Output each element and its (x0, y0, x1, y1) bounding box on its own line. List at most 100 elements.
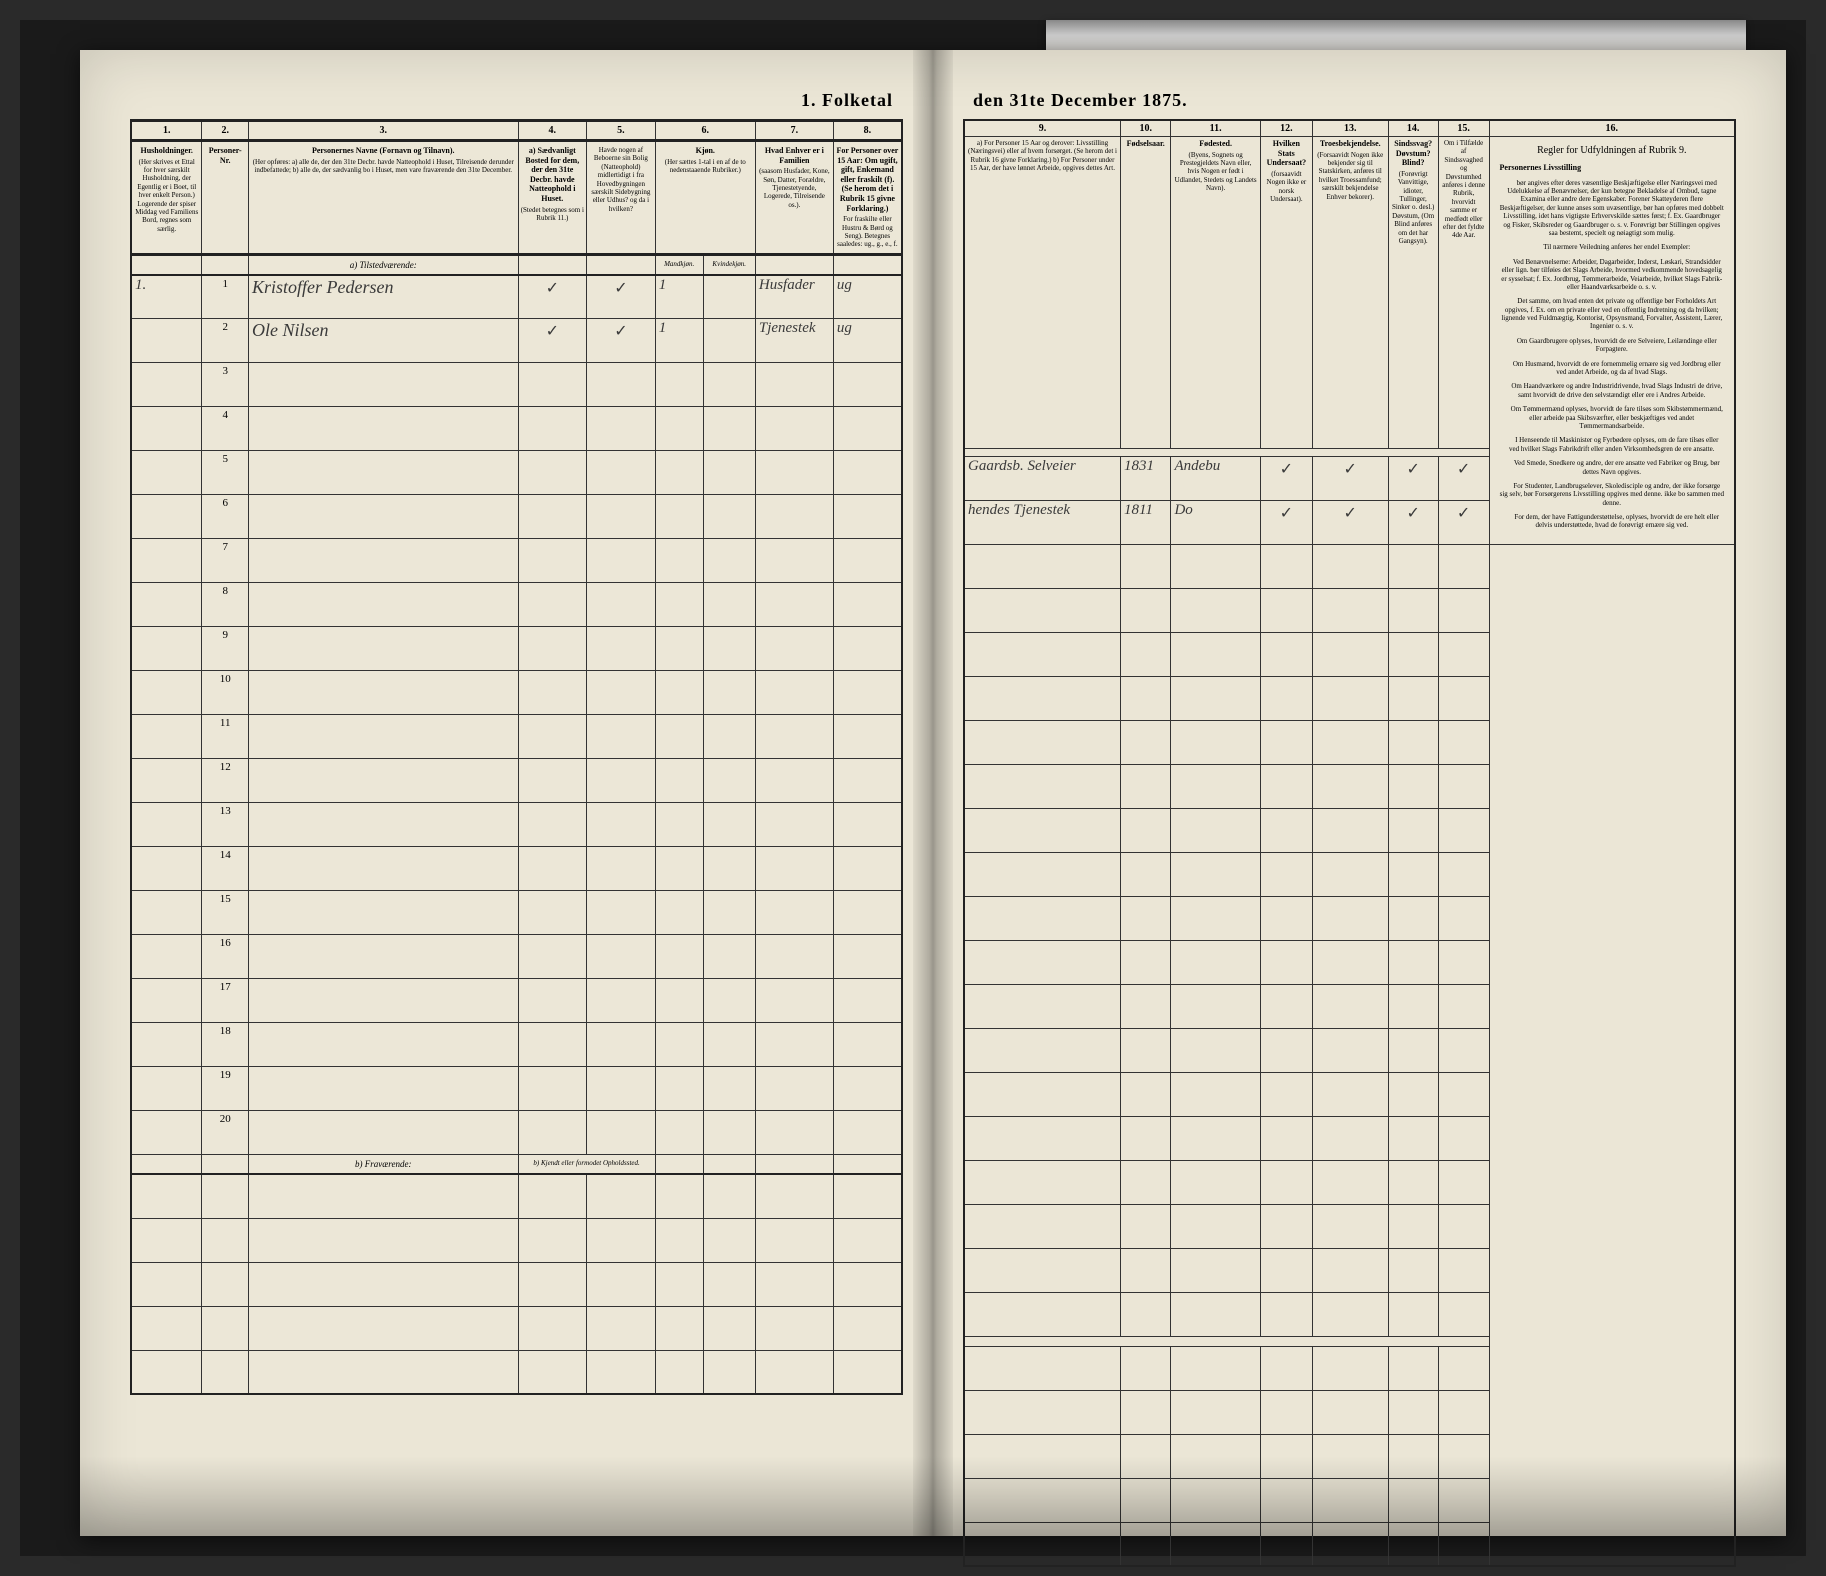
colnum-10: 10. (1120, 120, 1170, 137)
table-row: 10 (131, 671, 902, 715)
row-number: 17 (202, 979, 249, 1023)
header-2: Personer-Nr. (202, 141, 249, 255)
colnum-15: 15. (1438, 120, 1489, 137)
instruction-paragraph: I Henseende til Maskinister og Fyrbødere… (1500, 436, 1724, 453)
row-number: 15 (202, 891, 249, 935)
table-row (964, 1522, 1735, 1566)
right-ledger-table: 9. 10. 11. 12. 13. 14. 15. 16. a) For Pe… (963, 119, 1736, 1567)
cell-sex-f (703, 275, 755, 319)
table-row (964, 1390, 1735, 1434)
table-row: 8 (131, 583, 902, 627)
cell-c4: ✓ (518, 275, 587, 319)
header-6: Kjøn.(Her sættes 1-tal i en af de to ned… (655, 141, 755, 255)
colnum-9: 9. (964, 120, 1120, 137)
header-11: Fødested.(Byens, Sognets og Prestegjelde… (1171, 137, 1260, 449)
table-row: 6 (131, 495, 902, 539)
table-row (964, 1434, 1735, 1478)
table-row: 15 (131, 891, 902, 935)
cell-occupation: hendes Tjenestek (964, 500, 1120, 544)
row-number: 5 (202, 451, 249, 495)
colnum-8: 8. (833, 121, 902, 141)
instruction-paragraph: Ved Smede, Snedkere og andre, der ere an… (1500, 459, 1724, 476)
row-number: 18 (202, 1023, 249, 1067)
table-row: 18 (131, 1023, 902, 1067)
row-number: 16 (202, 935, 249, 979)
table-row (964, 1072, 1735, 1116)
colnum-5: 5. (587, 121, 656, 141)
page-title-left: 1. Folketal (130, 90, 903, 111)
cell-c15: ✓ (1438, 500, 1489, 544)
cell-name: Kristoffer Pedersen (249, 275, 519, 319)
header-row-right: a) For Personer 15 Aar og derover: Livss… (964, 137, 1735, 449)
table-row: 3 (131, 363, 902, 407)
scan-frame: 1. Folketal 1. 2. 3. 4. 5. 6. 7. 8. Hush… (20, 20, 1806, 1556)
table-row (964, 1478, 1735, 1522)
cell-household: 1. (131, 275, 202, 319)
table-row (964, 1204, 1735, 1248)
subsection-b-note: b) Kjendt eller formodet Opholdssted. (518, 1155, 655, 1175)
row-number: 8 (202, 583, 249, 627)
table-row (964, 588, 1735, 632)
table-row (131, 1262, 902, 1306)
colnum-13: 13. (1312, 120, 1388, 137)
table-row (131, 1174, 902, 1218)
colnum-3: 3. (249, 121, 519, 141)
table-row: 4 (131, 407, 902, 451)
cell-c5: ✓ (587, 275, 656, 319)
colnum-12: 12. (1260, 120, 1312, 137)
page-shadow (80, 1456, 933, 1536)
instruction-paragraph: For dem, der have Fattigunderstøttelse, … (1500, 513, 1724, 530)
table-row (964, 676, 1735, 720)
table-row: 16 (131, 935, 902, 979)
instruction-paragraph: Ved Benævnelserne: Arbeider, Dagarbeider… (1500, 258, 1724, 292)
table-row (131, 1306, 902, 1350)
table-row: 13 (131, 803, 902, 847)
subsection-a-label: a) Tilstedværende: (249, 254, 519, 275)
header-9: a) For Personer 15 Aar og derover: Livss… (964, 137, 1120, 449)
instruction-paragraph: Om Haandværkere og andre Industridrivend… (1500, 382, 1724, 399)
cell-person-no: 1 (202, 275, 249, 319)
table-row (131, 1350, 902, 1394)
table-row: 7 (131, 539, 902, 583)
table-row: 1. 1 Kristoffer Pedersen ✓ ✓ 1 Husfader … (131, 275, 902, 319)
cell-c12: ✓ (1260, 456, 1312, 500)
colnum-6: 6. (655, 121, 755, 141)
column-number-row: 1. 2. 3. 4. 5. 6. 7. 8. (131, 121, 902, 141)
row-number: 4 (202, 407, 249, 451)
table-row: 20 (131, 1111, 902, 1155)
cell-birthyear: 1811 (1120, 500, 1170, 544)
row-number: 7 (202, 539, 249, 583)
table-row (964, 1248, 1735, 1292)
instruction-paragraph: For Studenter, Landbrugselever, Skoledis… (1500, 482, 1724, 507)
subsection-b-label: b) Fraværende: (249, 1155, 519, 1175)
table-row (964, 544, 1735, 588)
cell-c14: ✓ (1388, 456, 1438, 500)
cell-c15: ✓ (1438, 456, 1489, 500)
cell-role: Tjenestek (755, 319, 833, 363)
left-ledger-table: 1. 2. 3. 4. 5. 6. 7. 8. Husholdninger.(H… (130, 119, 903, 1395)
colnum-7: 7. (755, 121, 833, 141)
header-13: Troesbekjendelse.(Forsaavidt Nogen ikke … (1312, 137, 1388, 449)
table-row: 11 (131, 715, 902, 759)
table-row (964, 1028, 1735, 1072)
table-row: 14 (131, 847, 902, 891)
table-row: 19 (131, 1067, 902, 1111)
header-14: Sindssvag? Døvstum? Blind?(Forøvrigt Van… (1388, 137, 1438, 449)
header-12: Hvilken Stats Undersaat?(forsaavidt Noge… (1260, 137, 1312, 449)
instructions-column: Regler for Udfyldningen af Rubrik 9. Per… (1489, 137, 1735, 545)
cell-marital: ug (833, 275, 902, 319)
table-row (964, 764, 1735, 808)
table-row (964, 1292, 1735, 1336)
cell-birthplace: Andebu (1171, 456, 1260, 500)
cell-marital: ug (833, 319, 902, 363)
table-row (964, 808, 1735, 852)
cell-sex-m: 1 (655, 319, 703, 363)
cell-c13: ✓ (1312, 500, 1388, 544)
cell-birthplace: Do (1171, 500, 1260, 544)
cell-c13: ✓ (1312, 456, 1388, 500)
instruction-paragraph: Om Gaardbrugere oplyses, hvorvidt de ere… (1500, 337, 1724, 354)
table-row (964, 896, 1735, 940)
row-number: 9 (202, 627, 249, 671)
subsection-b: b) Fraværende: b) Kjendt eller formodet … (131, 1155, 902, 1175)
header-3: Personernes Navne (Fornavn og Tilnavn).(… (249, 141, 519, 255)
